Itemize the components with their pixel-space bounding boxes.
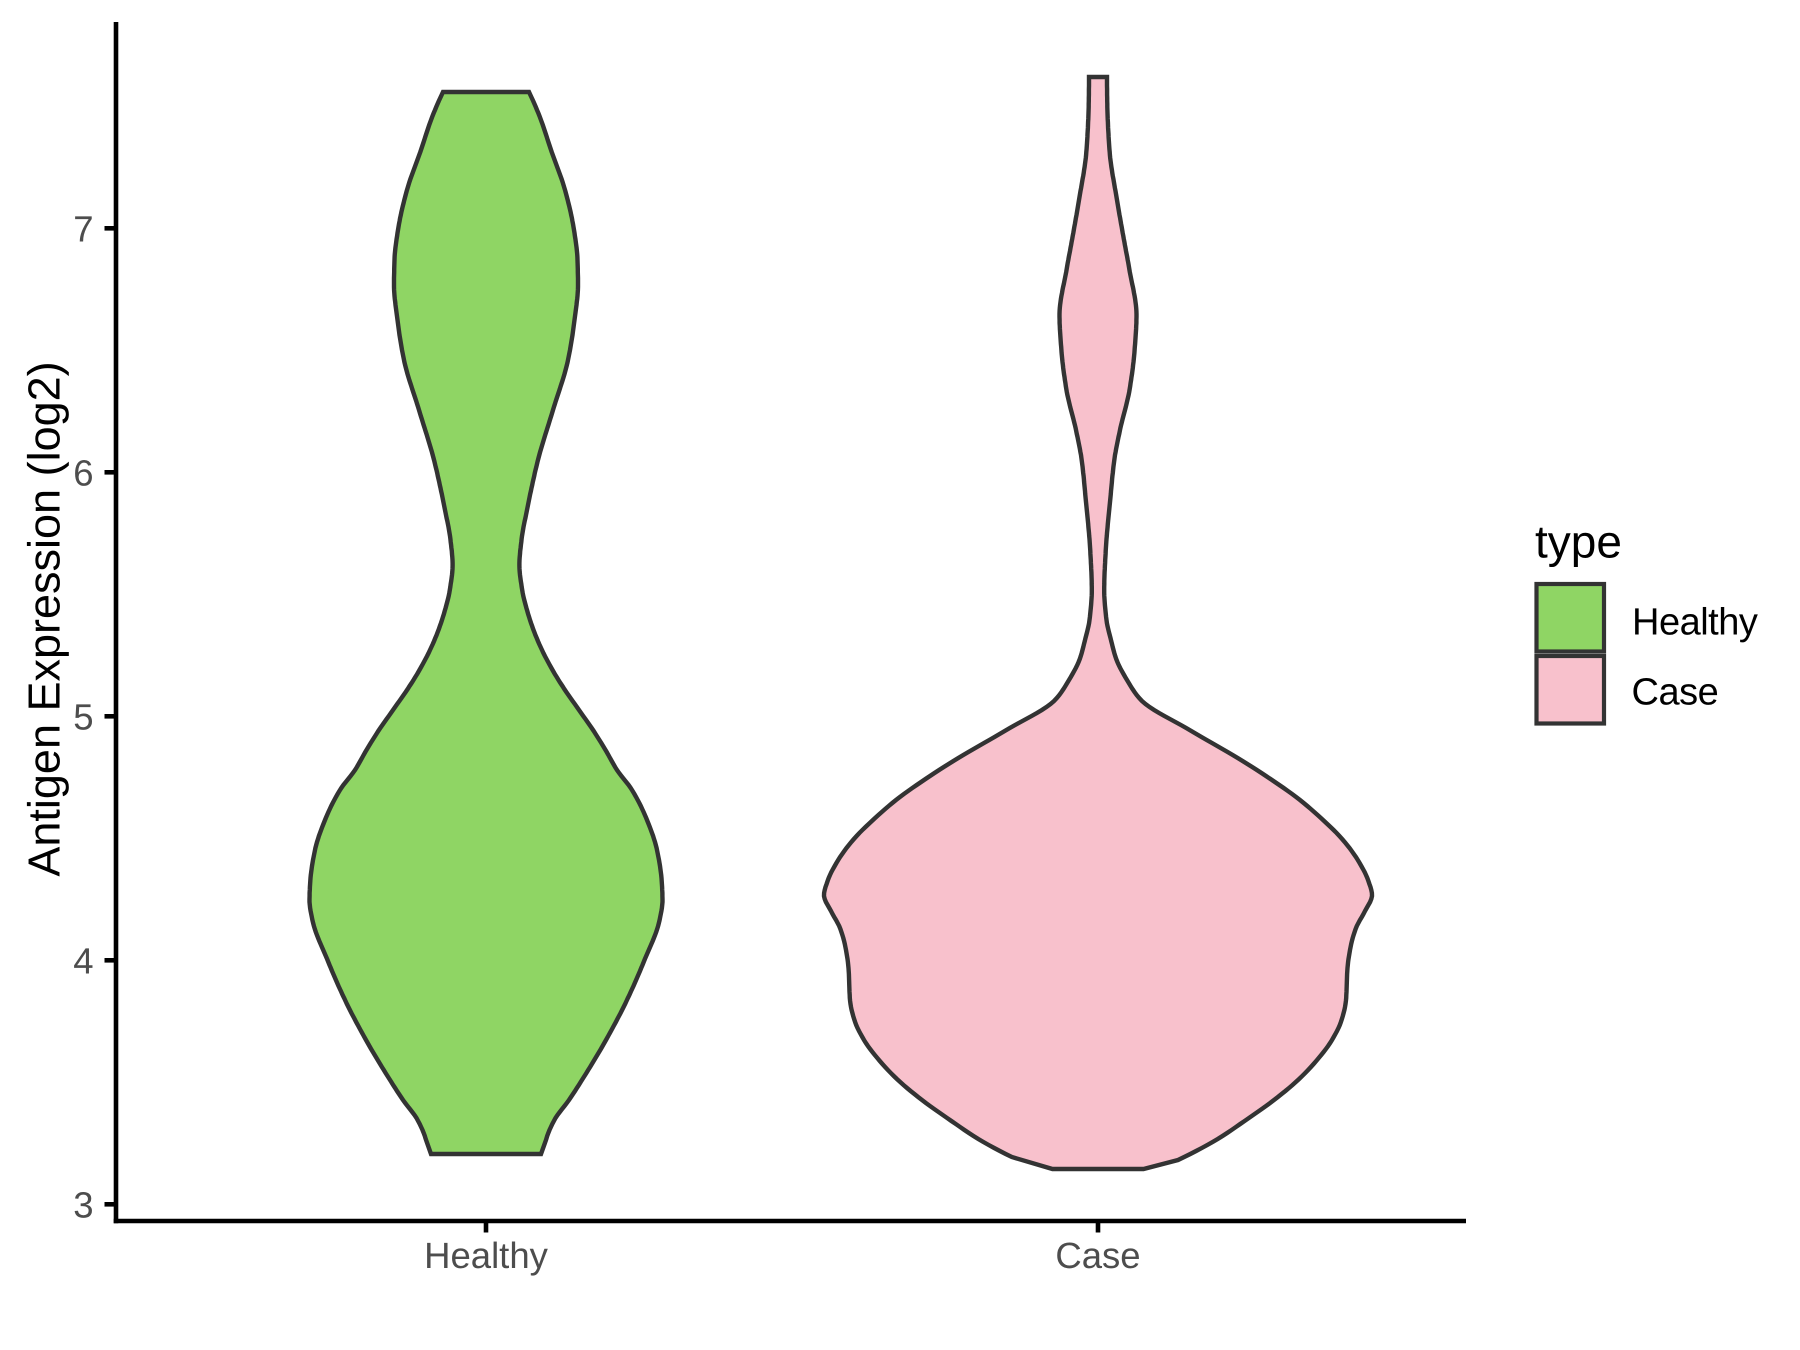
svg-text:7: 7 bbox=[73, 208, 93, 249]
svg-text:3: 3 bbox=[73, 1184, 93, 1225]
svg-text:Case: Case bbox=[1055, 1235, 1140, 1276]
svg-text:type: type bbox=[1535, 516, 1622, 568]
svg-text:Healthy: Healthy bbox=[424, 1235, 549, 1276]
svg-text:Case: Case bbox=[1632, 671, 1719, 713]
svg-text:5: 5 bbox=[73, 696, 93, 737]
svg-text:4: 4 bbox=[73, 940, 93, 981]
svg-text:Antigen Expression (log2): Antigen Expression (log2) bbox=[19, 361, 70, 876]
svg-text:6: 6 bbox=[73, 452, 93, 493]
svg-text:Healthy: Healthy bbox=[1632, 602, 1758, 644]
